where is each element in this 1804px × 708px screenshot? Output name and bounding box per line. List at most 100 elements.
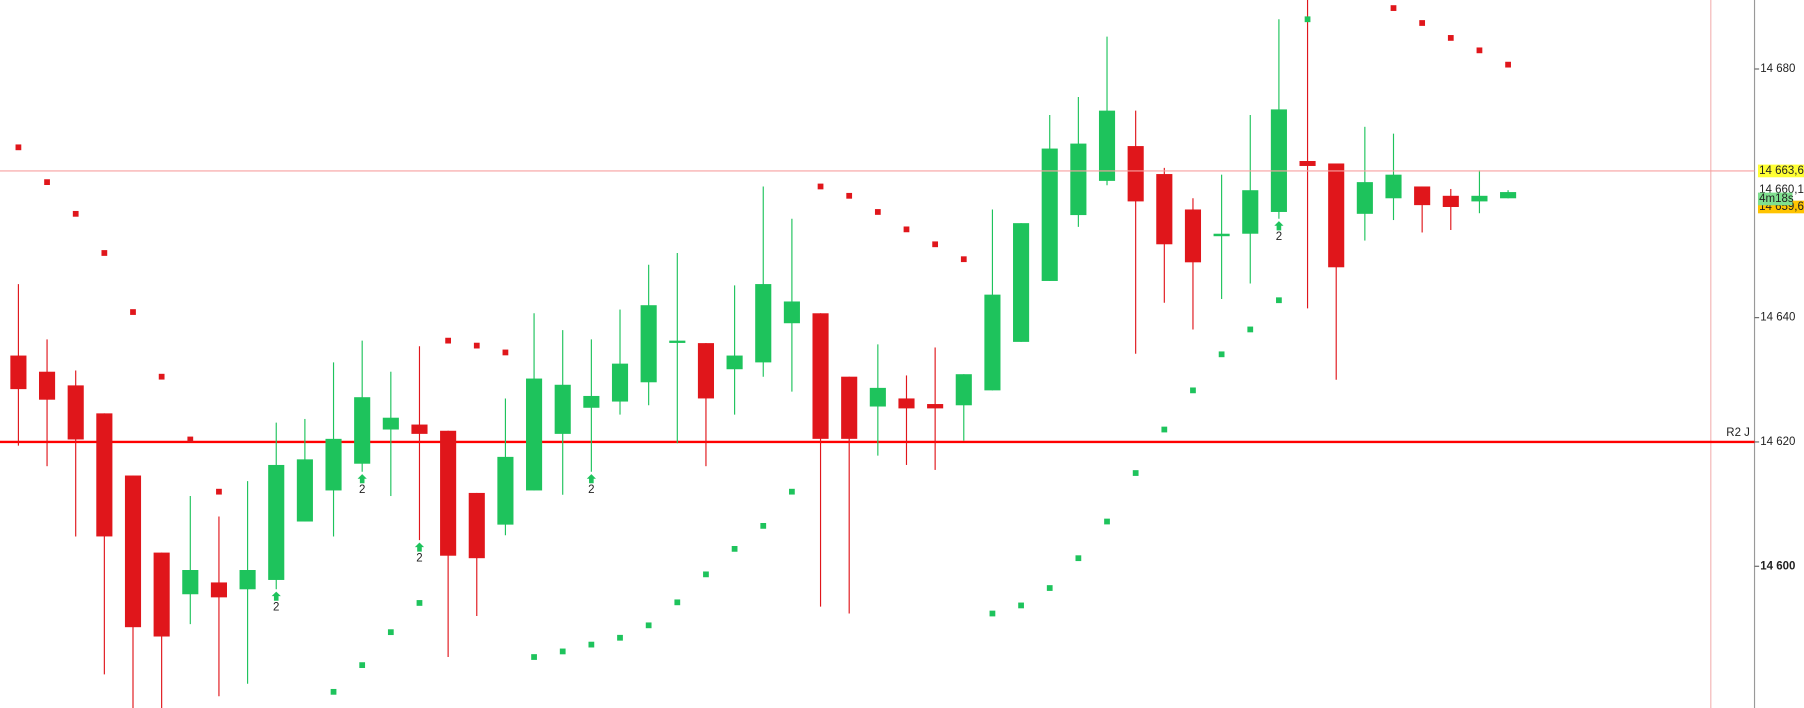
candle-body xyxy=(640,305,657,383)
candle-body xyxy=(10,355,27,390)
sar-dot xyxy=(502,349,509,356)
candle-body xyxy=(411,424,428,434)
candle-body xyxy=(296,459,313,522)
sar-dot xyxy=(760,522,767,529)
signal-label: 2 xyxy=(416,553,422,565)
countdown-bg xyxy=(1757,192,1793,206)
candle-body xyxy=(1184,209,1202,263)
signal-label: 2 xyxy=(588,484,594,496)
sar-dot xyxy=(359,662,366,668)
sar-dot xyxy=(674,599,681,606)
signal-arrow xyxy=(1274,221,1284,231)
candle-body xyxy=(325,438,342,491)
sar-dot xyxy=(960,256,967,263)
sar-dot xyxy=(330,688,337,695)
sar-dot xyxy=(130,309,136,315)
candle-body xyxy=(812,313,829,439)
signal-label: 2 xyxy=(1276,231,1282,243)
candle-body xyxy=(497,456,514,525)
candle-body xyxy=(440,430,457,556)
y-tick-label: 14 620 xyxy=(1760,436,1795,448)
candle-body xyxy=(1098,110,1116,181)
candle-body xyxy=(124,475,142,628)
candle-body xyxy=(669,340,686,343)
candle-body xyxy=(1127,146,1144,202)
signal-arrow xyxy=(271,591,281,601)
level-label: R2 J xyxy=(1726,427,1750,439)
sar-dot xyxy=(1104,518,1110,525)
sar-dot xyxy=(1304,16,1311,23)
sar-dot xyxy=(387,629,394,636)
y-tick-label: 14 640 xyxy=(1760,312,1795,324)
candle-body xyxy=(526,378,543,491)
candle-body xyxy=(1500,192,1517,199)
price-tag-bg xyxy=(1757,164,1804,178)
candle-body xyxy=(182,570,199,595)
candle-body xyxy=(1013,223,1030,342)
candle-body xyxy=(67,385,84,440)
sar-dot xyxy=(1390,5,1397,11)
candle-body xyxy=(468,492,485,559)
candle-body xyxy=(1213,233,1230,237)
sar-dot xyxy=(1247,326,1254,333)
candle-body xyxy=(1328,163,1345,268)
sar-dot xyxy=(932,241,939,248)
candle-body xyxy=(210,582,227,598)
candle-body xyxy=(697,343,715,399)
sar-dot xyxy=(416,600,423,606)
sar-dot xyxy=(445,337,451,344)
signal-label: 2 xyxy=(273,602,279,614)
candle-body xyxy=(783,301,800,324)
sar-dot xyxy=(158,373,165,380)
sar-dot xyxy=(1218,351,1225,358)
sar-dot xyxy=(1075,555,1082,562)
candle-body xyxy=(1385,174,1402,199)
candle-body xyxy=(554,384,571,434)
candle-body xyxy=(841,376,858,439)
sar-dot xyxy=(588,641,595,648)
sar-dot xyxy=(559,648,566,655)
sar-dot xyxy=(1419,20,1426,26)
sar-dot xyxy=(874,209,881,215)
sar-dot xyxy=(846,192,853,199)
sar-dot xyxy=(72,210,79,217)
sar-dot xyxy=(817,183,824,190)
candle-body xyxy=(239,570,256,590)
sar-dot xyxy=(703,571,709,578)
candle-body xyxy=(96,413,113,537)
candle-body xyxy=(1356,182,1373,214)
sar-dot xyxy=(473,342,480,349)
candle-body xyxy=(1242,190,1259,234)
y-tick-label: 14 680 xyxy=(1760,63,1795,75)
candle-body xyxy=(927,404,944,409)
candle-body xyxy=(583,395,600,408)
sar-dot xyxy=(1447,35,1454,41)
signal-arrow xyxy=(414,542,425,552)
candle-body xyxy=(1156,174,1173,245)
candle-body xyxy=(1414,186,1431,206)
candle-body xyxy=(268,464,285,580)
candle-body xyxy=(898,398,915,409)
candle-body xyxy=(1270,109,1287,212)
sar-dot xyxy=(1018,602,1024,609)
price-tag: 14 663,6 xyxy=(1759,165,1804,177)
candle-body xyxy=(726,355,743,370)
candle-body xyxy=(1471,195,1488,202)
sar-dot xyxy=(1132,470,1139,476)
countdown: 4m18s xyxy=(1759,193,1794,205)
sar-dot xyxy=(645,622,652,629)
y-tick-label: 14 600 xyxy=(1760,560,1795,572)
sar-dot xyxy=(989,610,996,617)
candle-body xyxy=(869,387,886,407)
sar-dot xyxy=(1046,585,1053,591)
candle-body xyxy=(1041,148,1058,281)
sar-dot xyxy=(1476,47,1483,54)
sar-dot xyxy=(1276,297,1282,304)
sar-dot xyxy=(44,179,50,186)
sar-dot xyxy=(531,654,537,660)
sar-dot xyxy=(216,488,222,495)
signal-label: 2 xyxy=(359,484,365,496)
sar-dot xyxy=(617,634,623,641)
